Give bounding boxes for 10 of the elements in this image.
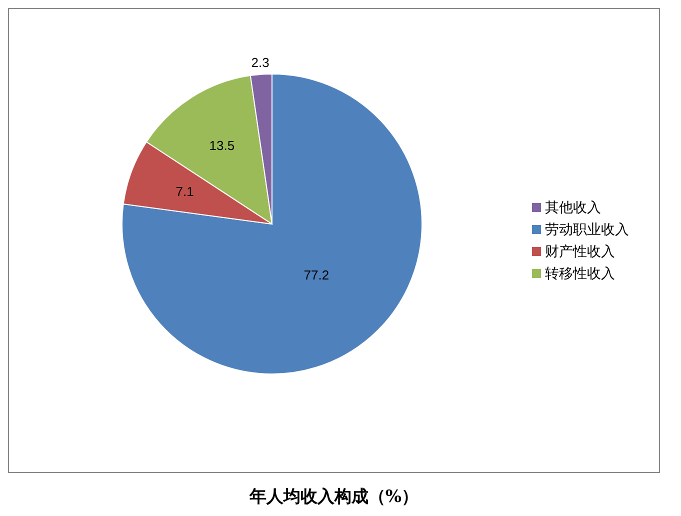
legend-label: 转移性收入 [545,266,615,282]
pie-slice [122,74,422,374]
data-label: 77.2 [304,267,330,282]
data-label: 2.3 [251,54,270,70]
data-label: 7.1 [176,184,194,200]
legend-label: 财产性收入 [545,244,615,260]
text: 年人均收入构成（%） [248,486,420,508]
legend-label: 其他收入 [545,200,601,216]
data-label: 13.5 [209,138,235,154]
legend-label: 劳动职业收入 [545,222,629,238]
